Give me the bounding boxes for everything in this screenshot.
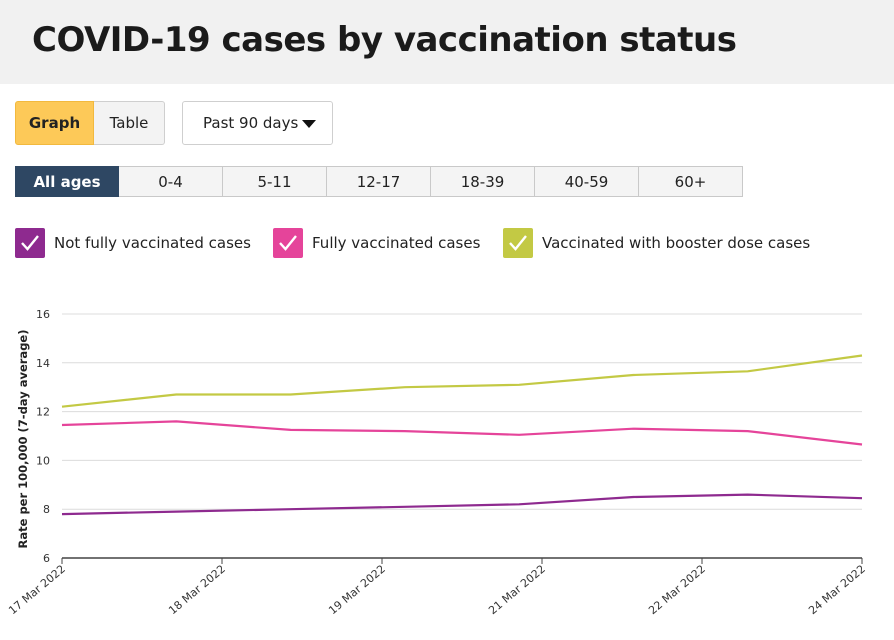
y-tick-label: 10 xyxy=(36,454,50,467)
table-view-button[interactable]: Table xyxy=(94,101,165,145)
x-tick-label: 17 Mar 2022 xyxy=(6,562,68,617)
x-tick-label: 19 Mar 2022 xyxy=(326,562,388,617)
legend-item-booster[interactable]: Vaccinated with booster dose cases xyxy=(503,227,810,259)
x-tick-label: 21 Mar 2022 xyxy=(486,562,548,617)
age-tab-18-39[interactable]: 18-39 xyxy=(431,166,535,197)
caret-down-icon xyxy=(302,120,316,128)
legend-label: Not fully vaccinated cases xyxy=(54,234,251,252)
series-line xyxy=(61,354,863,408)
series-line xyxy=(61,493,863,516)
checkbox-icon[interactable] xyxy=(273,228,303,258)
age-tab-0-4[interactable]: 0-4 xyxy=(119,166,223,197)
page-header: COVID-19 cases by vaccination status xyxy=(0,0,894,84)
y-tick-label: 6 xyxy=(43,552,50,565)
period-dropdown[interactable]: Past 90 days xyxy=(182,101,333,145)
legend-item-not-fully[interactable]: Not fully vaccinated cases xyxy=(15,227,251,259)
graph-view-button[interactable]: Graph xyxy=(15,101,94,145)
chart-svg: 6 8 10 12 14 16 Rate per 100,000 (7-day averag… xyxy=(6,308,868,617)
checkbox-icon[interactable] xyxy=(503,228,533,258)
age-tab-40-59[interactable]: 40-59 xyxy=(535,166,639,197)
y-tick-label: 16 xyxy=(36,308,50,321)
y-axis-label: Rate per 100,000 (7-day average) xyxy=(16,330,30,549)
age-tabs: All ages 0-4 5-11 12-17 18-39 40-59 60+ xyxy=(15,166,743,197)
age-tab-5-11[interactable]: 5-11 xyxy=(223,166,327,197)
y-tick-label: 14 xyxy=(36,357,50,370)
x-tick-label: 18 Mar 2022 xyxy=(166,562,228,617)
legend-label: Fully vaccinated cases xyxy=(312,234,481,252)
checkbox-icon[interactable] xyxy=(15,228,45,258)
x-tick-label: 24 Mar 2022 xyxy=(806,562,868,617)
line-chart: 6 8 10 12 14 16 Rate per 100,000 (7-day averag… xyxy=(0,290,894,640)
page-title: COVID-19 cases by vaccination status xyxy=(32,20,737,60)
series-line xyxy=(61,420,863,446)
view-toggle: Graph Table xyxy=(15,101,165,145)
period-dropdown-value: Past 90 days xyxy=(203,114,299,132)
age-tab-12-17[interactable]: 12-17 xyxy=(327,166,431,197)
legend-item-fully[interactable]: Fully vaccinated cases xyxy=(273,227,480,259)
x-tick-label: 22 Mar 2022 xyxy=(646,562,708,617)
age-tab-all[interactable]: All ages xyxy=(15,166,119,197)
y-tick-label: 12 xyxy=(36,406,50,419)
age-tab-60-plus[interactable]: 60+ xyxy=(639,166,743,197)
y-tick-label: 8 xyxy=(43,503,50,516)
legend-label: Vaccinated with booster dose cases xyxy=(542,234,811,252)
